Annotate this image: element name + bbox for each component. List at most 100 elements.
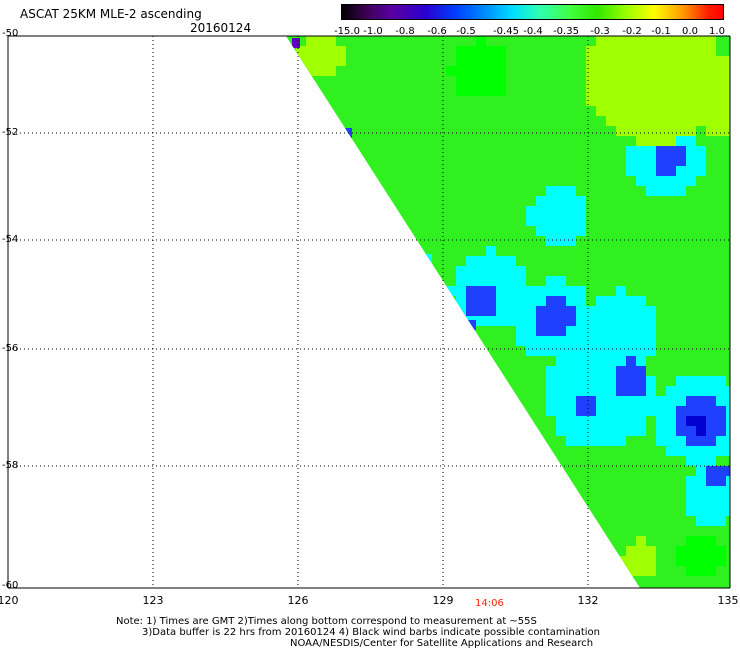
swath-cell xyxy=(686,36,696,46)
swath-cell xyxy=(646,36,656,46)
swath-cell xyxy=(496,266,506,276)
swath-cell xyxy=(606,356,616,366)
swath-cell xyxy=(526,286,536,296)
swath-cell xyxy=(686,566,696,576)
swath-cell xyxy=(656,156,666,166)
swath-cell xyxy=(476,316,486,326)
swath-cell xyxy=(666,186,676,196)
swath-cell xyxy=(556,386,566,396)
swath-cell xyxy=(606,426,616,436)
swath-cell xyxy=(696,56,706,66)
swath-cell xyxy=(556,236,566,246)
swath-cell xyxy=(596,326,606,336)
swath-cell xyxy=(476,36,486,46)
swath-cell xyxy=(666,396,676,406)
swath-cell xyxy=(456,286,466,296)
swath-cell xyxy=(666,136,676,146)
swath-cell xyxy=(696,506,706,516)
swath-cell xyxy=(486,86,496,96)
swath-cell xyxy=(306,36,316,46)
swath-cell xyxy=(606,296,616,306)
swath-cell xyxy=(706,36,716,46)
swath-cell xyxy=(716,516,726,526)
color-scale-label: -0.6 xyxy=(427,26,447,37)
swath-cell xyxy=(616,426,626,436)
swath-cell xyxy=(676,556,686,566)
swath-cell xyxy=(586,346,596,356)
swath-cell xyxy=(586,386,596,396)
swath-cell xyxy=(476,86,486,96)
swath-cell xyxy=(686,496,696,506)
swath-cell xyxy=(716,556,726,566)
swath-cell xyxy=(666,66,676,76)
swath-cell xyxy=(546,396,556,406)
swath-cell xyxy=(456,86,466,96)
swath-cell xyxy=(546,226,556,236)
color-scale-label: -0.45 xyxy=(493,26,519,37)
swath-cell xyxy=(716,126,726,136)
swath-cell xyxy=(646,46,656,56)
swath-cell xyxy=(606,416,616,426)
swath-cell xyxy=(646,566,656,576)
color-scale-label: -15.0 xyxy=(334,26,360,37)
swath-cell xyxy=(546,186,556,196)
swath-cell xyxy=(696,76,706,86)
swath-cell xyxy=(706,506,716,516)
swath-cell xyxy=(566,186,576,196)
swath-cell xyxy=(606,76,616,86)
swath-cell xyxy=(596,56,606,66)
swath-cell xyxy=(466,46,476,56)
swath-cell xyxy=(316,56,326,66)
swath-cell xyxy=(656,176,666,186)
swath-cell xyxy=(536,296,546,306)
swath-cell xyxy=(476,306,486,316)
swath-cell xyxy=(476,46,486,56)
product-date: 20160124 xyxy=(190,21,252,35)
swath-cell xyxy=(676,56,686,66)
swath-cell xyxy=(646,76,656,86)
color-scale-bar xyxy=(341,4,724,20)
note-line-1: Note: 1) Times are GMT 2)Times along bot… xyxy=(116,616,537,627)
swath-cell xyxy=(616,386,626,396)
swath-cell xyxy=(686,486,696,496)
swath-cell xyxy=(556,406,566,416)
swath-cell xyxy=(726,96,730,106)
swath-cell xyxy=(716,426,726,436)
swath-cell xyxy=(656,166,666,176)
swath-cell xyxy=(486,76,496,86)
swath-cell xyxy=(716,56,726,66)
swath-cell xyxy=(596,96,606,106)
swath-cell xyxy=(716,406,726,416)
swath-cell xyxy=(596,436,606,446)
swath-cell xyxy=(556,316,566,326)
swath-cell xyxy=(496,86,506,96)
swath-cell xyxy=(576,406,586,416)
swath-cell xyxy=(476,266,486,276)
swath-cell xyxy=(546,326,556,336)
swath-cell xyxy=(616,116,626,126)
swath-cell xyxy=(566,196,576,206)
swath-cell xyxy=(536,196,546,206)
swath-cell xyxy=(466,426,476,436)
swath-cell xyxy=(686,126,696,136)
swath-cell xyxy=(626,566,636,576)
swath-cell xyxy=(496,56,506,66)
swath-cell xyxy=(636,106,646,116)
swath-cell xyxy=(706,116,716,126)
swath-cell xyxy=(686,66,696,76)
swath-cell xyxy=(446,396,456,406)
swath-cell xyxy=(496,66,506,76)
swath-cell xyxy=(676,66,686,76)
swath-cell xyxy=(706,546,716,556)
swath-cell xyxy=(716,86,726,96)
swath-cell xyxy=(546,406,556,416)
swath-cell xyxy=(696,156,706,166)
product-title: ASCAT 25KM MLE-2 ascending xyxy=(20,7,202,21)
swath-cell xyxy=(716,376,726,386)
swath-cell xyxy=(636,36,646,46)
swath-cell xyxy=(636,296,646,306)
swath-cell xyxy=(466,276,476,286)
swath-cell xyxy=(466,66,476,76)
swath-cell xyxy=(486,66,496,76)
swath-cell xyxy=(686,176,696,186)
